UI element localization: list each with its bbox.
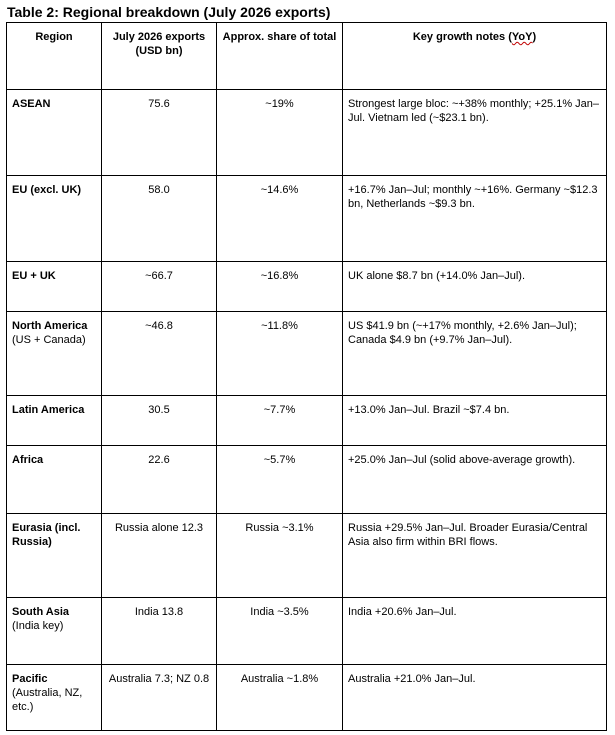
notes-cell: Strongest large bloc: ~+38% monthly; +25… [342, 89, 607, 176]
exports-cell: 30.5 [101, 395, 217, 446]
header-notes-prefix: Key growth notes ( [412, 31, 512, 43]
table-row: Eurasia (incl. Russia) Russia alone 12.3… [6, 513, 607, 598]
notes-cell: +25.0% Jan–Jul (solid above-average grow… [342, 445, 607, 514]
share-cell: ~16.8% [216, 261, 343, 312]
exports-cell: 58.0 [101, 175, 217, 262]
region-cell: Africa [6, 445, 102, 514]
notes-cell: Russia +29.5% Jan–Jul. Broader Eurasia/C… [342, 513, 607, 598]
notes-cell: +13.0% Jan–Jul. Brazil ~$7.4 bn. [342, 395, 607, 446]
region-cell: EU + UK [6, 261, 102, 312]
region-name: North America [12, 320, 88, 332]
header-region: Region [6, 22, 102, 90]
region-cell: South Asia (India key) [6, 597, 102, 665]
region-name: Pacific [12, 673, 48, 685]
region-name: EU + UK [12, 270, 56, 282]
notes-cell: India +20.6% Jan–Jul. [342, 597, 607, 665]
share-cell: ~7.7% [216, 395, 343, 446]
table-row: EU + UK ~66.7 ~16.8% UK alone $8.7 bn (+… [6, 261, 607, 312]
notes-cell: UK alone $8.7 bn (+14.0% Jan–Jul). [342, 261, 607, 312]
table-row: EU (excl. UK) 58.0 ~14.6% +16.7% Jan–Jul… [6, 175, 607, 262]
table-row: South Asia (India key) India 13.8 India … [6, 597, 607, 665]
header-exports: July 2026 exports (USD bn) [101, 22, 217, 90]
region-name: Africa [12, 454, 44, 466]
region-name: South Asia [12, 606, 70, 618]
exports-cell: Australia 7.3; NZ 0.8 [101, 664, 217, 731]
share-cell: Australia ~1.8% [216, 664, 343, 731]
notes-cell: +16.7% Jan–Jul; monthly ~+16%. Germany ~… [342, 175, 607, 262]
regional-breakdown-table: Region July 2026 exports (USD bn) Approx… [6, 22, 607, 731]
notes-cell: US $41.9 bn (~+17% monthly, +2.6% Jan–Ju… [342, 311, 607, 396]
exports-cell: ~46.8 [101, 311, 217, 396]
region-name: EU (excl. UK) [12, 184, 82, 196]
header-row: Region July 2026 exports (USD bn) Approx… [6, 22, 607, 90]
exports-cell: Russia alone 12.3 [101, 513, 217, 598]
table-row: ASEAN 75.6 ~19% Strongest large bloc: ~+… [6, 89, 607, 176]
table-row: North America (US + Canada) ~46.8 ~11.8%… [6, 311, 607, 396]
share-cell: Russia ~3.1% [216, 513, 343, 598]
region-cell: ASEAN [6, 89, 102, 176]
region-subtext: (India key) [12, 620, 64, 632]
header-notes-suffix: ) [532, 31, 537, 43]
share-cell: ~5.7% [216, 445, 343, 514]
exports-cell: 75.6 [101, 89, 217, 176]
header-share: Approx. share of total [216, 22, 343, 90]
share-cell: India ~3.5% [216, 597, 343, 665]
table-row: Africa 22.6 ~5.7% +25.0% Jan–Jul (solid … [6, 445, 607, 514]
header-notes-yoy: YoY [511, 31, 533, 43]
region-name: Eurasia (incl. Russia) [12, 522, 81, 548]
region-subtext: (US + Canada) [12, 334, 86, 346]
table-row: Pacific (Australia, NZ, etc.) Australia … [6, 664, 607, 731]
region-cell: Latin America [6, 395, 102, 446]
region-cell: EU (excl. UK) [6, 175, 102, 262]
exports-cell: ~66.7 [101, 261, 217, 312]
region-name: ASEAN [12, 98, 51, 110]
region-subtext: (Australia, NZ, etc.) [12, 687, 83, 713]
region-cell: Eurasia (incl. Russia) [6, 513, 102, 598]
table-title: Table 2: Regional breakdown (July 2026 e… [7, 4, 331, 20]
exports-cell: India 13.8 [101, 597, 217, 665]
notes-cell: Australia +21.0% Jan–Jul. [342, 664, 607, 731]
share-cell: ~11.8% [216, 311, 343, 396]
share-cell: ~19% [216, 89, 343, 176]
region-cell: North America (US + Canada) [6, 311, 102, 396]
share-cell: ~14.6% [216, 175, 343, 262]
region-cell: Pacific (Australia, NZ, etc.) [6, 664, 102, 731]
header-notes: Key growth notes (YoY) [342, 22, 607, 90]
table-row: Latin America 30.5 ~7.7% +13.0% Jan–Jul.… [6, 395, 607, 446]
region-name: Latin America [12, 404, 85, 416]
exports-cell: 22.6 [101, 445, 217, 514]
